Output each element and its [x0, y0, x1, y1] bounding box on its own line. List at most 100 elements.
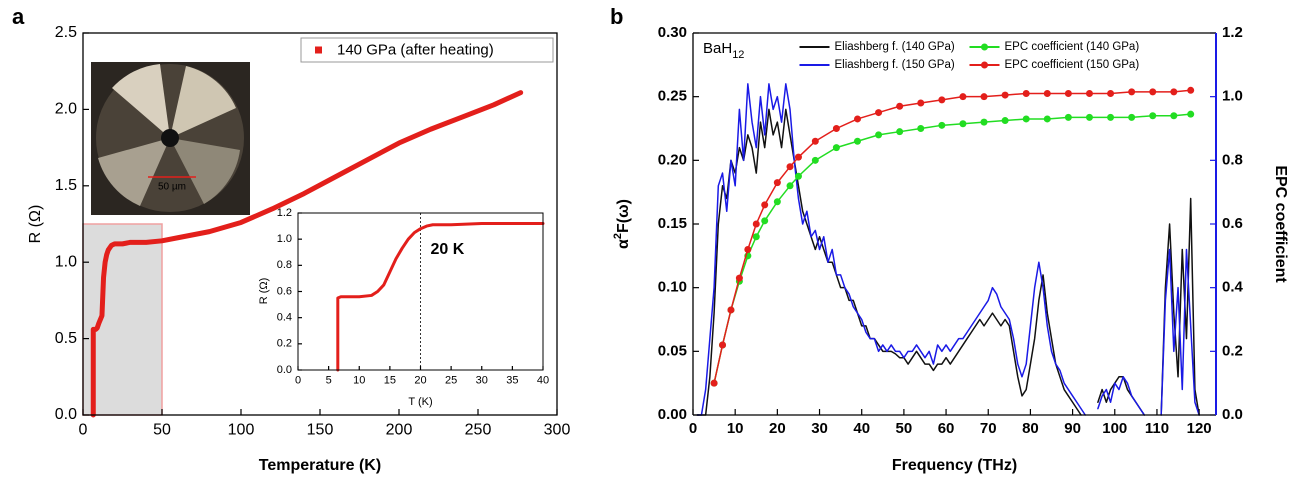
series-marker: [1085, 89, 1093, 97]
photo-center: [161, 129, 179, 147]
x-tick-label: 35: [506, 374, 518, 386]
series-marker: [959, 120, 967, 128]
y-tick-label: 0.4: [277, 312, 292, 324]
series-marker: [727, 306, 735, 314]
legend-label: 140 GPa (after heating): [337, 41, 494, 58]
series-marker: [832, 125, 840, 132]
photo-electrode: [98, 138, 170, 206]
series-marker: [1001, 91, 1009, 99]
series-line: [90, 90, 524, 418]
series-marker: [853, 137, 861, 145]
series-line: [1097, 376, 1146, 416]
series-marker: [761, 217, 769, 225]
series-marker: [1170, 88, 1178, 96]
series-marker: [938, 96, 946, 104]
x-tick-label: 50: [896, 420, 913, 437]
highlight-region: [82, 223, 163, 416]
series-marker: [1170, 112, 1178, 120]
x-tick-label: 20: [769, 420, 786, 437]
x-tick-label: 30: [476, 374, 488, 386]
series-marker: [1022, 89, 1030, 97]
y-axis-label: α2F(ω): [612, 199, 632, 249]
series-marker: [875, 131, 883, 139]
y2-tick-label: 0.0: [1222, 406, 1243, 423]
y-tick-label: 0.6: [277, 285, 292, 297]
series-marker: [1187, 110, 1195, 118]
series-marker: [1149, 88, 1157, 96]
y-tick-label: 0.15: [658, 215, 687, 232]
series-marker: [1107, 113, 1115, 121]
panel-label: b: [610, 4, 623, 29]
legend-label: Eliashberg f. (150 GPa): [835, 59, 955, 71]
series-marker: [1022, 115, 1030, 123]
y-tick-label: 1.5: [55, 177, 77, 194]
scale-label: 50 µm: [158, 182, 186, 193]
series-marker: [980, 93, 988, 101]
y-axis-label-part: F(ω): [615, 199, 632, 233]
series-marker: [794, 153, 802, 161]
series-marker: [710, 379, 718, 387]
series-marker: [832, 144, 840, 152]
y2-tick-label: 1.0: [1222, 88, 1243, 105]
x-tick-label: 300: [544, 421, 571, 438]
series-marker: [1064, 89, 1072, 97]
annotation: BaH12: [703, 40, 744, 61]
x-tick-label: 120: [1187, 420, 1212, 437]
series-line: [713, 113, 1192, 384]
series-marker: [1085, 113, 1093, 121]
y-tick-label: 2.0: [55, 101, 77, 118]
series-marker: [1107, 89, 1115, 97]
y-axis-label: R (Ω): [27, 205, 44, 244]
y2-tick-label: 1.2: [1222, 24, 1243, 41]
legend-label: EPC coefficient (140 GPa): [1005, 41, 1140, 53]
series-marker: [786, 163, 794, 171]
series-marker: [875, 109, 883, 117]
x-tick-label: 100: [228, 421, 255, 438]
legend-marker: [981, 43, 988, 51]
x-axis-label: Temperature (K): [259, 457, 381, 474]
series-marker: [752, 233, 760, 241]
series-line: [1160, 248, 1200, 416]
series-marker: [773, 179, 781, 187]
x-tick-label: 10: [353, 374, 365, 386]
legend-box: [300, 37, 554, 63]
x-tick-label: 0: [79, 421, 88, 438]
y-tick-label: 0.2: [277, 338, 292, 350]
x-tick-label: 25: [445, 374, 457, 386]
y-tick-label: 1.0: [55, 253, 77, 270]
x-tick-label: 0: [295, 374, 301, 386]
photo-electrode: [170, 66, 236, 138]
x-axis-label: Frequency (THz): [892, 457, 1017, 474]
y-tick-label: 2.5: [55, 24, 77, 41]
series-line: [696, 108, 1082, 416]
x-tick-label: 10: [727, 420, 744, 437]
y-axis-label-part: α: [615, 239, 632, 249]
series-marker: [938, 121, 946, 129]
y-tick-label: 0.25: [658, 88, 687, 105]
y-tick-label: 1.0: [277, 233, 292, 245]
x-tick-label: 20: [414, 374, 426, 386]
y-tick-label: 0.10: [658, 279, 687, 296]
x-tick-label: 110: [1145, 420, 1169, 437]
series-line: [1160, 197, 1200, 416]
series-marker: [735, 274, 743, 282]
series-marker: [853, 115, 861, 123]
x-tick-label: 50: [153, 421, 171, 438]
series-marker: [761, 201, 769, 209]
series-marker: [811, 137, 819, 145]
x-tick-label: 60: [938, 420, 955, 437]
series-line: [713, 89, 1192, 384]
legend-marker: [315, 46, 322, 54]
series-marker: [1043, 115, 1051, 123]
x-tick-label: 40: [853, 420, 870, 437]
series-line: [696, 83, 1086, 416]
series-marker: [752, 220, 760, 228]
y-tick-label: 0.0: [55, 406, 77, 423]
y-tick-label: 0.0: [277, 364, 292, 376]
x-tick-label: 40: [537, 374, 549, 386]
y2-tick-label: 0.8: [1222, 151, 1243, 168]
series-marker: [896, 102, 904, 110]
series-marker: [1187, 86, 1195, 94]
legend-label: Eliashberg f. (140 GPa): [835, 41, 955, 53]
x-tick-label: 30: [811, 420, 828, 437]
